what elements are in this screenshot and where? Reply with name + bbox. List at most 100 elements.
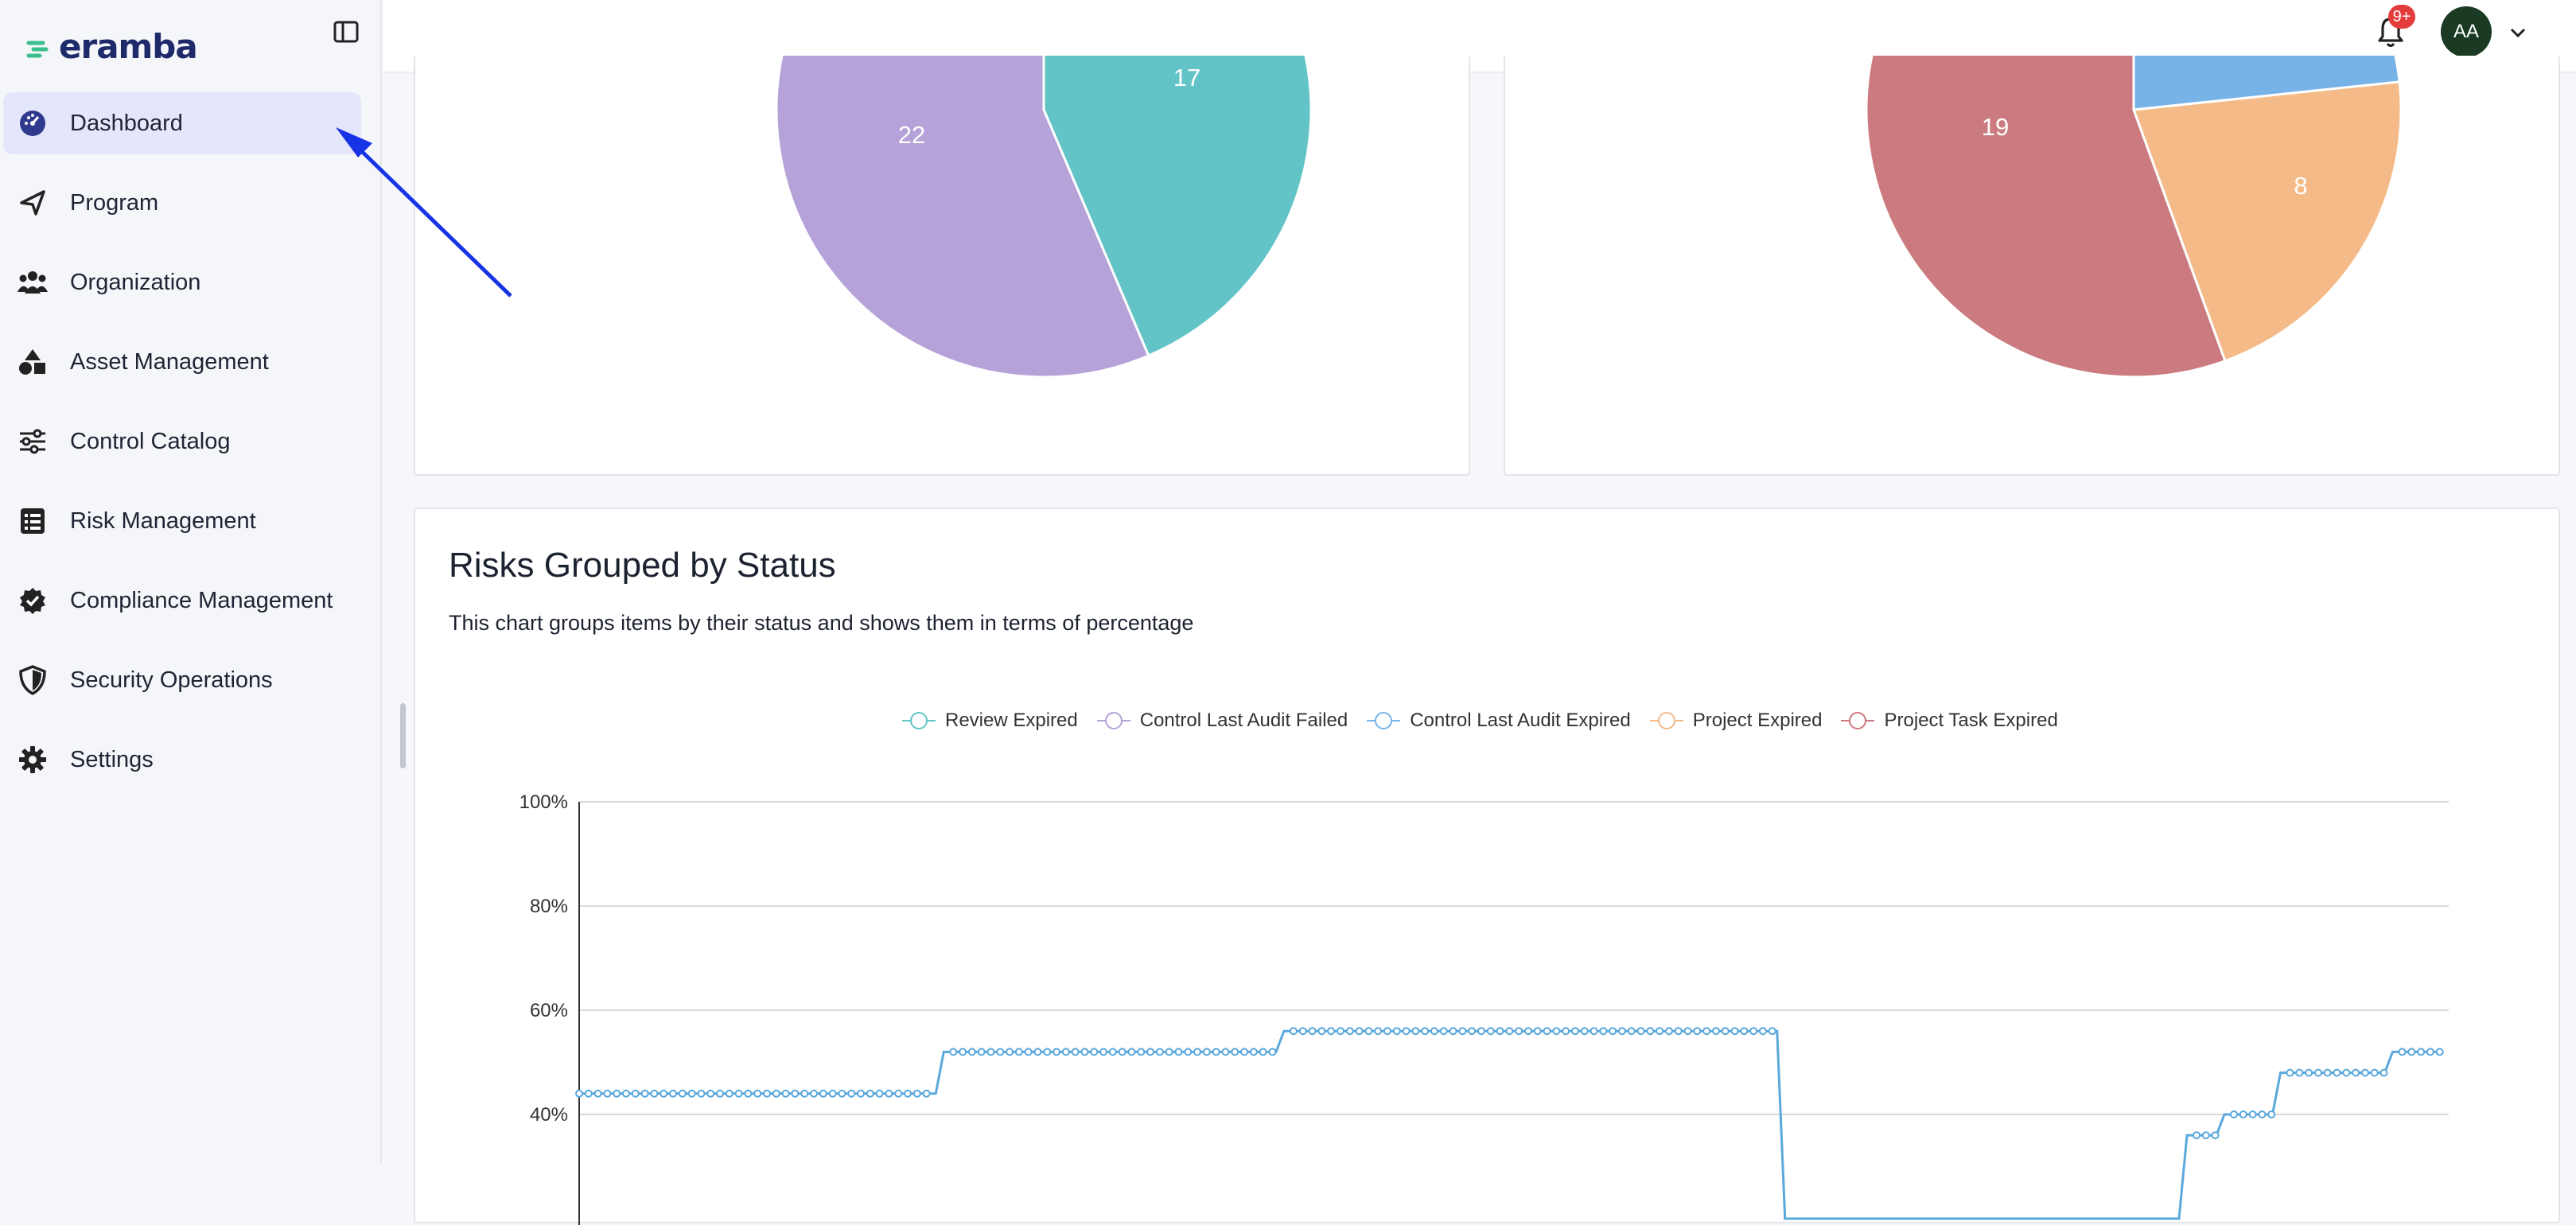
legend-item-control-last-audit-expired[interactable]: Control Last Audit Expired: [1365, 710, 1631, 732]
data-point[interactable]: [1345, 1027, 1354, 1036]
data-point[interactable]: [781, 1089, 790, 1098]
data-point[interactable]: [1193, 1048, 1202, 1056]
data-point[interactable]: [1090, 1048, 1099, 1056]
data-point[interactable]: [894, 1089, 903, 1098]
data-point[interactable]: [2193, 1131, 2200, 1140]
data-point[interactable]: [1627, 1027, 1636, 1036]
data-point[interactable]: [678, 1089, 687, 1098]
sidebar-scrollbar[interactable]: [400, 703, 406, 768]
data-point[interactable]: [1155, 1048, 1164, 1056]
data-point[interactable]: [1137, 1048, 1146, 1056]
data-point[interactable]: [687, 1089, 696, 1098]
data-point[interactable]: [922, 1089, 931, 1098]
data-point[interactable]: [1080, 1048, 1089, 1056]
data-point[interactable]: [2407, 1048, 2416, 1056]
data-point[interactable]: [2379, 1068, 2388, 1077]
data-point[interactable]: [593, 1089, 602, 1098]
data-point[interactable]: [1165, 1048, 1173, 1056]
data-point[interactable]: [1758, 1027, 1767, 1036]
data-point[interactable]: [2286, 1068, 2294, 1077]
data-point[interactable]: [2398, 1048, 2407, 1056]
data-point[interactable]: [2230, 1110, 2238, 1118]
sidebar-item-control-catalog[interactable]: Control Catalog: [3, 410, 361, 472]
data-point[interactable]: [1636, 1027, 1645, 1036]
data-point[interactable]: [967, 1048, 976, 1056]
data-point[interactable]: [2360, 1068, 2369, 1077]
data-point[interactable]: [819, 1089, 827, 1098]
data-point[interactable]: [613, 1089, 621, 1098]
data-point[interactable]: [1683, 1027, 1692, 1036]
data-point[interactable]: [1336, 1027, 1344, 1036]
pie-slice[interactable]: [1865, 56, 2227, 379]
data-point[interactable]: [1118, 1048, 1127, 1056]
data-point[interactable]: [1570, 1027, 1579, 1036]
data-point[interactable]: [1202, 1048, 1211, 1056]
data-point[interactable]: [1523, 1027, 1532, 1036]
data-point[interactable]: [1693, 1027, 1702, 1036]
data-point[interactable]: [1043, 1048, 1052, 1056]
data-point[interactable]: [810, 1089, 818, 1098]
data-point[interactable]: [1374, 1027, 1383, 1036]
data-point[interactable]: [1721, 1027, 1730, 1036]
data-point[interactable]: [1562, 1027, 1570, 1036]
data-point[interactable]: [1617, 1027, 1626, 1036]
data-point[interactable]: [2323, 1068, 2332, 1077]
data-point[interactable]: [1664, 1027, 1673, 1036]
legend-item-review-expired[interactable]: Review Expired: [901, 710, 1078, 732]
data-point[interactable]: [1014, 1048, 1023, 1056]
data-point[interactable]: [1768, 1027, 1776, 1036]
data-point[interactable]: [986, 1048, 995, 1056]
data-point[interactable]: [2201, 1131, 2210, 1140]
data-point[interactable]: [1656, 1027, 1664, 1036]
data-point[interactable]: [2248, 1110, 2257, 1118]
data-point[interactable]: [791, 1089, 800, 1098]
data-point[interactable]: [2313, 1068, 2322, 1077]
data-point[interactable]: [885, 1089, 893, 1098]
data-point[interactable]: [2435, 1048, 2444, 1056]
data-point[interactable]: [1477, 1027, 1485, 1036]
data-point[interactable]: [1609, 1027, 1617, 1036]
data-point[interactable]: [857, 1089, 865, 1098]
data-point[interactable]: [650, 1089, 659, 1098]
data-point[interactable]: [640, 1089, 649, 1098]
data-point[interactable]: [2295, 1068, 2304, 1077]
data-point[interactable]: [828, 1089, 837, 1098]
data-point[interactable]: [603, 1089, 612, 1098]
sidebar-item-risk-management[interactable]: Risk Management: [3, 490, 361, 552]
data-point[interactable]: [1533, 1027, 1542, 1036]
data-point[interactable]: [1730, 1027, 1739, 1036]
data-point[interactable]: [716, 1089, 724, 1098]
data-point[interactable]: [904, 1089, 912, 1098]
sidebar-item-compliance-management[interactable]: Compliance Management: [3, 570, 361, 632]
data-point[interactable]: [1515, 1027, 1523, 1036]
data-point[interactable]: [734, 1089, 743, 1098]
data-point[interactable]: [1053, 1048, 1061, 1056]
data-point[interactable]: [1543, 1027, 1551, 1036]
data-point[interactable]: [1392, 1027, 1401, 1036]
legend-item-control-last-audit-failed[interactable]: Control Last Audit Failed: [1095, 710, 1348, 732]
data-point[interactable]: [1421, 1027, 1430, 1036]
data-point[interactable]: [1108, 1048, 1117, 1056]
data-point[interactable]: [1268, 1048, 1277, 1056]
data-point[interactable]: [753, 1089, 762, 1098]
data-point[interactable]: [669, 1089, 677, 1098]
data-point[interactable]: [1240, 1048, 1249, 1056]
data-point[interactable]: [1061, 1048, 1070, 1056]
data-point[interactable]: [875, 1089, 884, 1098]
data-point[interactable]: [1402, 1027, 1411, 1036]
data-point[interactable]: [706, 1089, 715, 1098]
sidebar-toggle-button[interactable]: [328, 16, 364, 48]
pie-slice[interactable]: [2132, 56, 2401, 111]
data-point[interactable]: [866, 1089, 874, 1098]
data-point[interactable]: [1486, 1027, 1495, 1036]
data-point[interactable]: [1496, 1027, 1504, 1036]
data-point[interactable]: [1505, 1027, 1514, 1036]
data-point[interactable]: [1355, 1027, 1364, 1036]
data-point[interactable]: [996, 1048, 1005, 1056]
data-point[interactable]: [2258, 1110, 2267, 1118]
sidebar-item-organization[interactable]: Organization: [3, 251, 361, 313]
data-point[interactable]: [1184, 1048, 1193, 1056]
data-point[interactable]: [1289, 1027, 1298, 1036]
pie-slice[interactable]: [1042, 56, 1313, 358]
data-point[interactable]: [1702, 1027, 1711, 1036]
